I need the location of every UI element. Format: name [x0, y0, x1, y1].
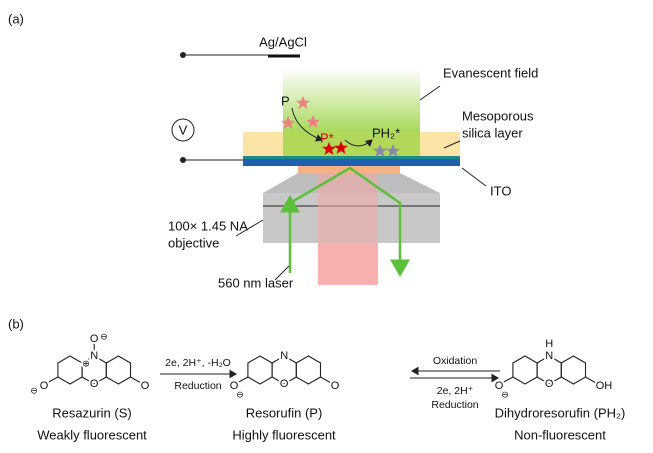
atom: N — [545, 350, 553, 362]
compound-name: Resazurin (S) — [52, 405, 131, 420]
panel-label: (b) — [8, 316, 24, 331]
charge: ⊖ — [501, 389, 509, 399]
laser-label: 560 nm laser — [218, 275, 294, 290]
atom: N — [280, 350, 288, 362]
reaction-condition: Reduction — [431, 399, 478, 411]
atom: N — [90, 350, 98, 362]
ito-top — [243, 156, 460, 159]
objective-label: 100× 1.45 NA — [168, 218, 248, 233]
panel-label: (a) — [8, 11, 24, 26]
atom: H — [545, 338, 553, 350]
atom: OH — [596, 380, 613, 392]
species-label: P — [281, 93, 290, 108]
objective-label: objective — [168, 235, 219, 250]
reaction-condition: Oxidation — [433, 355, 478, 367]
species-label: PH₂* — [372, 125, 400, 140]
silica-label: Mesoporous — [462, 108, 534, 123]
atom: O — [331, 380, 340, 392]
reaction-condition: 2e, 2H⁺ — [437, 385, 474, 397]
species-label: P* — [320, 130, 334, 145]
ito — [243, 159, 460, 166]
charge: ⊕ — [82, 358, 90, 368]
compound-name: Dihydroresorufin (PH₂) — [495, 405, 626, 420]
figure: (a) Ag/AgCl V Evanescent field Mesoporou… — [0, 0, 653, 453]
voltmeter-label: V — [179, 122, 188, 137]
ito-label: ITO — [490, 183, 511, 198]
silica-label: silica layer — [462, 125, 523, 140]
atom: O — [545, 378, 554, 390]
compound-property: Non-fluorescent — [514, 427, 606, 442]
charge: ⊖ — [236, 389, 244, 399]
compound-property: Weakly fluorescent — [37, 427, 147, 442]
electrode-label: Ag/AgCl — [259, 34, 307, 49]
reaction-condition: Reduction — [174, 380, 221, 392]
atom: O — [90, 378, 99, 390]
compound-property: Highly fluorescent — [232, 427, 336, 442]
callout — [462, 168, 486, 186]
charge: ⊖ — [30, 385, 38, 395]
evanescent-label: Evanescent field — [443, 65, 538, 80]
compound-name: Resorufin (P) — [246, 405, 323, 420]
atom: O — [141, 380, 150, 392]
atom: O — [280, 378, 289, 390]
atom: O — [40, 380, 49, 392]
atom: O — [90, 333, 99, 345]
reaction-condition: 2e, 2H⁺, -H₂O — [165, 357, 231, 369]
charge: ⊖ — [100, 331, 108, 341]
callout — [420, 86, 440, 100]
laser-beam-front — [318, 173, 378, 285]
